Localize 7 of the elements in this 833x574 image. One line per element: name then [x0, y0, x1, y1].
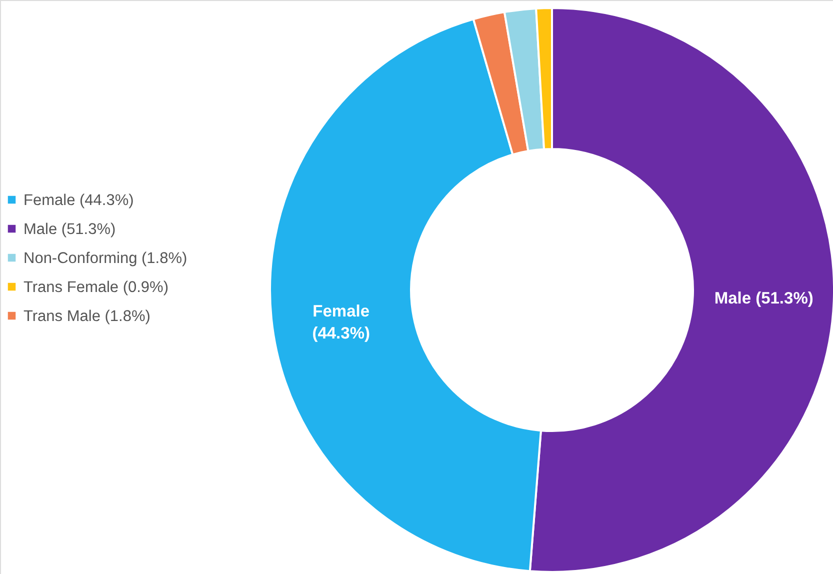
- legend-label: Trans Female (0.9%): [24, 278, 168, 296]
- data-label: Male (51.3%): [714, 289, 814, 308]
- legend-label: Male (51.3%): [24, 220, 116, 238]
- data-label: Female (44.3%): [312, 302, 370, 343]
- legend-label: Trans Male (1.8%): [24, 308, 150, 325]
- legend-label: Female (44.3%): [24, 192, 134, 209]
- legend-label: Non-Conforming (1.8%): [24, 250, 188, 267]
